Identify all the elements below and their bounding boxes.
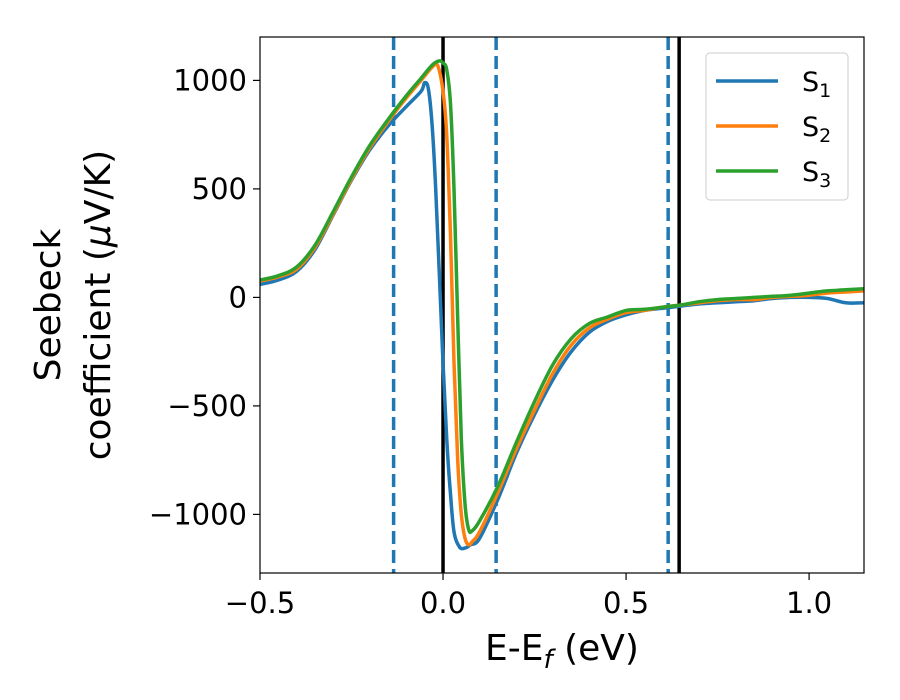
series-line-s3 xyxy=(260,59,864,535)
x-axis-title: E-Ef (eV) xyxy=(485,628,639,675)
plot-frame xyxy=(259,36,865,574)
legend: S1 S2 S3 xyxy=(705,52,849,201)
y-axis-title-line1: Seebeck xyxy=(28,228,69,381)
x-tick-label: 0.5 xyxy=(603,586,649,620)
legend-label-s2: S2 xyxy=(802,112,831,147)
legend-label-s1: S1 xyxy=(802,67,831,102)
x-tick-label: −0.5 xyxy=(225,586,295,620)
y-tick-label: 0 xyxy=(229,280,247,314)
y-tick-label: 500 xyxy=(192,172,247,206)
x-tick-label: 1.0 xyxy=(786,586,832,620)
y-tick-label: −1000 xyxy=(149,497,247,531)
y-tick-label: 1000 xyxy=(173,63,247,97)
y-tick-label: −500 xyxy=(167,389,247,423)
legend-label-s3: S3 xyxy=(802,157,831,192)
y-axis-title-line2: coefficient (μV/K) xyxy=(78,150,119,460)
x-tick-label: 0.0 xyxy=(420,586,466,620)
